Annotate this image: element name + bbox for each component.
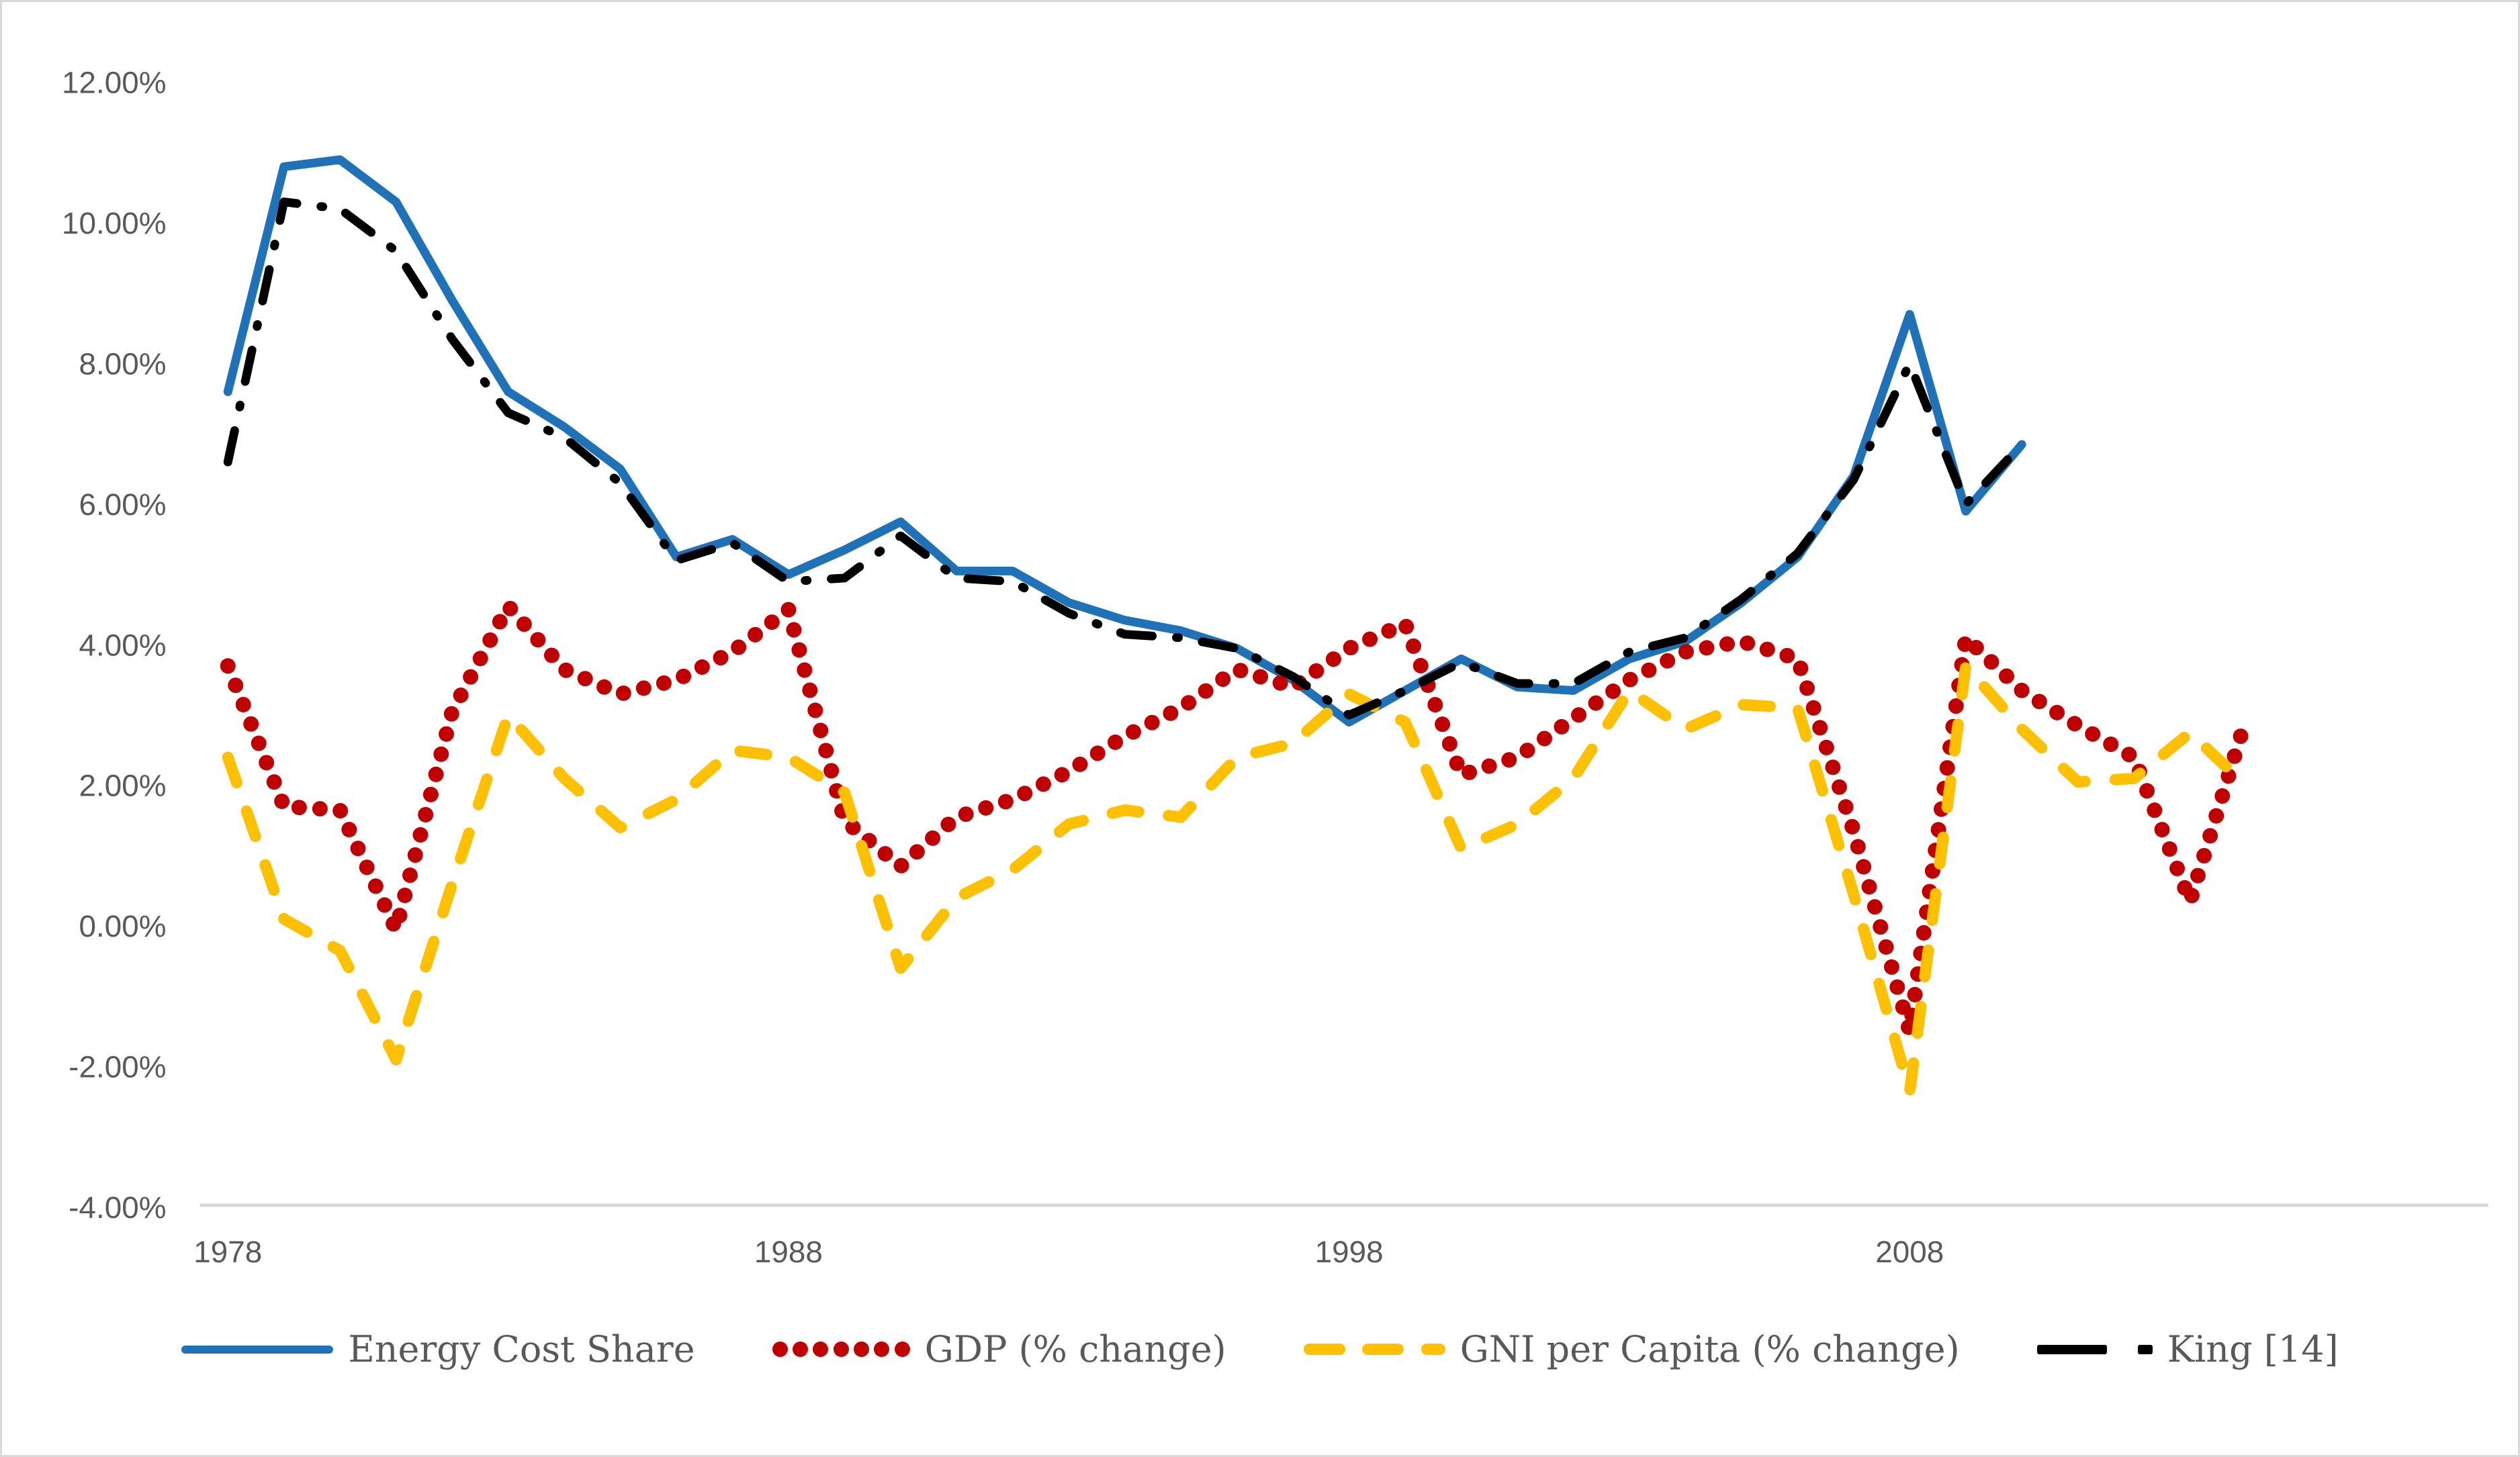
legend-item-king[interactable]: King [14] bbox=[2036, 1328, 2339, 1370]
y-axis-tick-label: 6.00% bbox=[79, 487, 166, 522]
series-line-king-14 bbox=[223, 197, 2026, 720]
series-line-energy-cost-share bbox=[223, 155, 2026, 727]
x-axis-tick-label: 1988 bbox=[754, 1234, 823, 1269]
x-axis-tick-label: 2008 bbox=[1875, 1234, 1944, 1269]
y-axis-tick-label: 4.00% bbox=[79, 627, 166, 662]
y-axis-tick-label: 0.00% bbox=[79, 908, 166, 943]
series-line-gdp-change bbox=[220, 598, 2254, 1039]
legend-label-gni-per-capita: GNI per Capita (% change) bbox=[1459, 1328, 1960, 1370]
y-axis-tick-label: -2.00% bbox=[69, 1049, 166, 1084]
x-axis-tick-label: 1978 bbox=[193, 1234, 262, 1269]
king-dashdot-line-swatch-icon bbox=[2036, 1344, 2153, 1354]
gni-dashed-line-swatch-icon bbox=[1303, 1344, 1445, 1355]
energy-cost-share-line-swatch-icon bbox=[181, 1345, 334, 1354]
gdp-dotted-line-swatch-icon bbox=[772, 1342, 910, 1357]
y-axis-tick-label: 12.00% bbox=[62, 65, 167, 100]
legend-item-gdp[interactable]: GDP (% change) bbox=[772, 1328, 1226, 1370]
legend-label-energy-cost-share: Energy Cost Share bbox=[348, 1328, 695, 1370]
legend-label-gdp: GDP (% change) bbox=[924, 1328, 1226, 1370]
y-axis-tick-label: 10.00% bbox=[62, 205, 167, 240]
series-line-gni-per-capita-change bbox=[222, 660, 2252, 1097]
legend-label-king: King [14] bbox=[2167, 1328, 2339, 1370]
y-axis-tick-label: -4.00% bbox=[69, 1190, 166, 1225]
chart-legend: Energy Cost Share GDP (% change) GNI per… bbox=[2, 1328, 2518, 1370]
legend-item-gni-per-capita[interactable]: GNI per Capita (% change) bbox=[1303, 1328, 1960, 1370]
y-axis-tick-label: 8.00% bbox=[79, 346, 166, 381]
y-axis-tick-label: 2.00% bbox=[79, 768, 166, 803]
legend-item-energy-cost-share[interactable]: Energy Cost Share bbox=[181, 1328, 695, 1370]
x-axis-tick-label: 1998 bbox=[1315, 1234, 1384, 1269]
